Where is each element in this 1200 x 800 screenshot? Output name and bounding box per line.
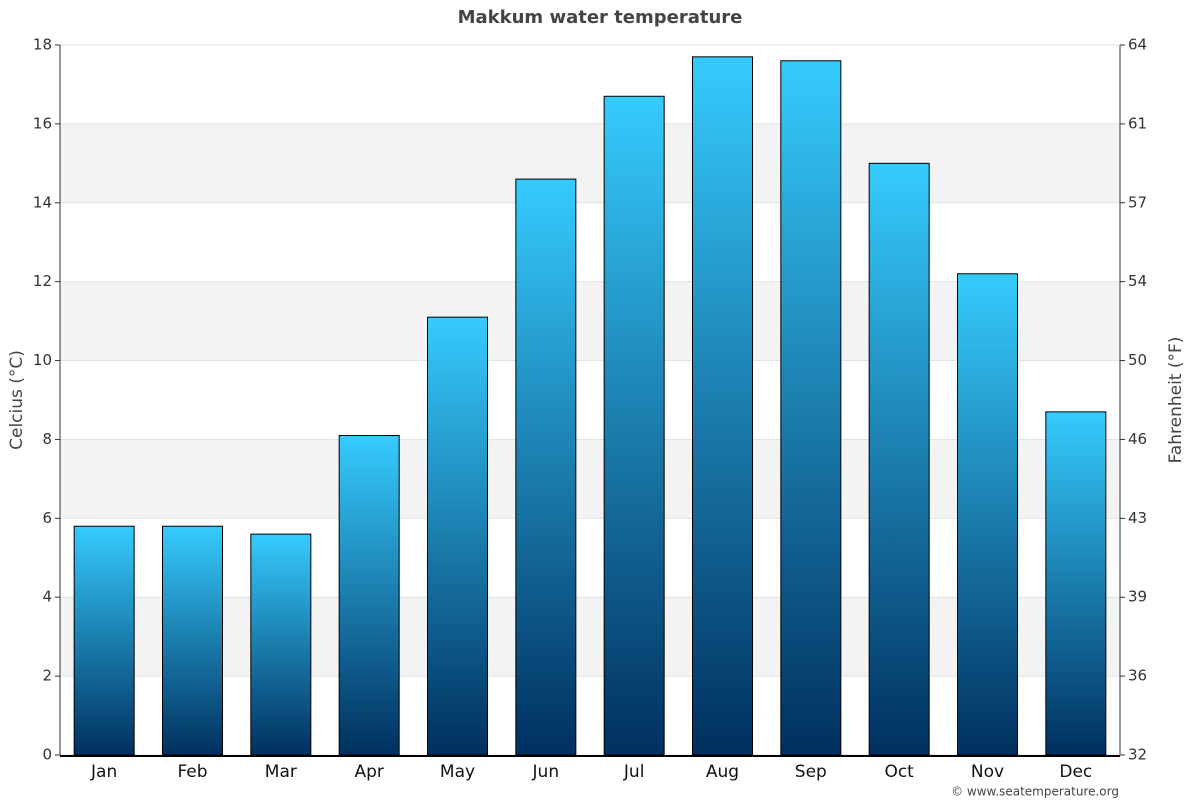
bar [780,60,842,756]
bar [868,162,930,756]
y-tick-label: 0 [42,746,52,764]
y2-tick-label: 43 [1128,509,1147,527]
x-tick-label: Jul [623,762,645,782]
y-axis-label: Celcius (°C) [7,350,27,450]
bar [162,525,223,756]
x-tick-label: Jan [90,762,117,782]
y2-tick-label: 39 [1128,588,1147,606]
y-tick-label: 8 [42,430,52,448]
bar [1045,411,1107,756]
x-tick-label: Apr [354,762,383,782]
x-tick-label: Sep [795,762,827,782]
y-tick-label: 12 [33,272,52,290]
y2-tick-label: 57 [1128,193,1147,211]
y2-tick-label: 54 [1128,272,1147,290]
y2-tick-label: 36 [1128,667,1147,685]
bar [250,533,312,756]
grid-band [60,281,1120,361]
y-tick-label: 18 [33,36,52,54]
source: © www.seatemperature.org [951,785,1119,799]
x-tick-label: Aug [706,762,739,782]
chart-title: Makkum water temperature [458,7,743,28]
bar [692,56,753,756]
y2-tick-label: 32 [1128,746,1147,764]
x-tick-label: Oct [884,762,914,782]
y2-axis-label: Fahrenheit (°F) [1166,337,1186,464]
x-tick-label: Jun [532,762,560,782]
y-tick-label: 10 [33,351,52,369]
x-tick-label: Nov [971,762,1004,782]
bar [515,178,577,756]
x-tick-label: May [440,762,475,782]
y-tick-label: 16 [33,114,52,132]
y2-tick-label: 64 [1128,36,1147,54]
bar [957,273,1018,756]
grid-band [60,597,1120,677]
y2-tick-label: 46 [1128,430,1147,448]
y2-tick-label: 61 [1128,114,1147,132]
x-tick-label: Mar [265,762,297,782]
y-tick-label: 2 [42,667,52,685]
grid-band [60,123,1120,203]
y2-tick-label: 50 [1128,351,1147,369]
bar [427,316,488,756]
y-tick-label: 6 [42,509,52,527]
bar [73,525,135,756]
bar [338,435,400,756]
x-tick-label: Dec [1059,762,1092,782]
x-tick-label: Feb [177,762,207,782]
grid-band [60,439,1120,519]
y-tick-label: 4 [42,588,52,606]
y-tick-label: 14 [33,193,52,211]
bar [603,95,665,756]
